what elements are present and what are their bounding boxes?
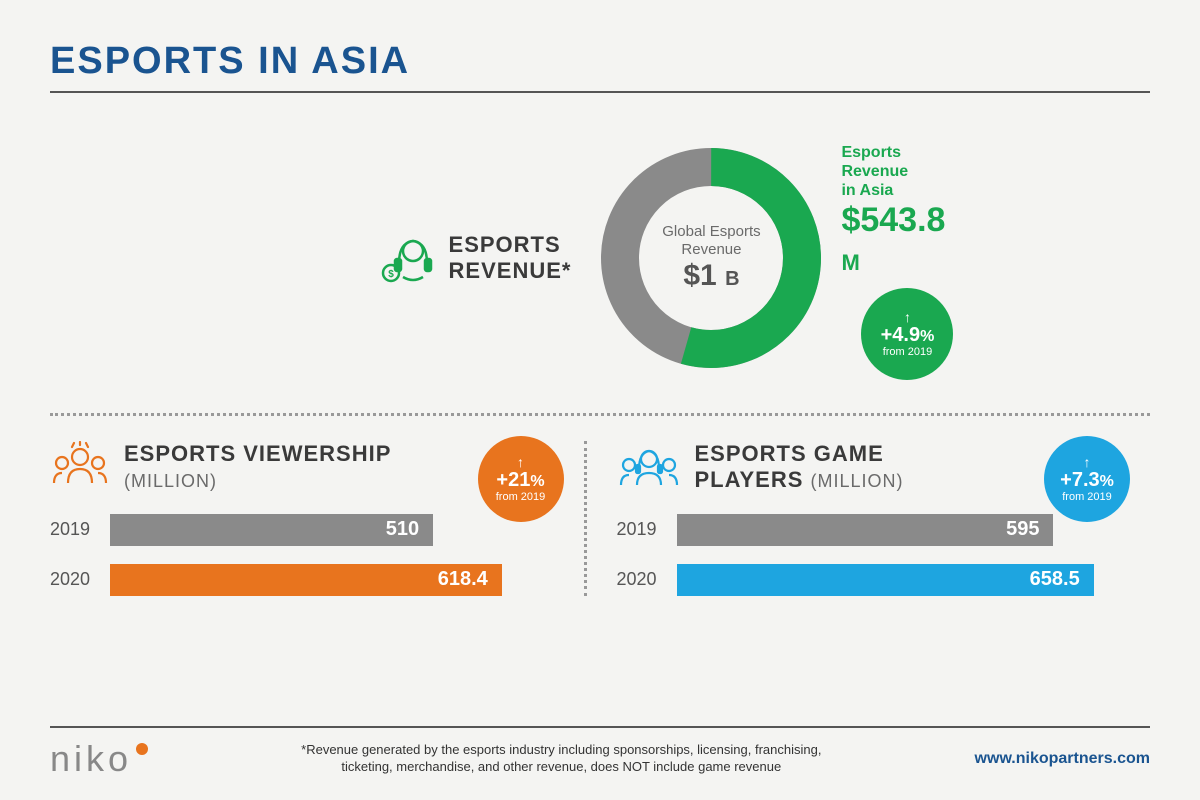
bar-year: 2019 — [617, 519, 665, 540]
players-growth-from: from 2019 — [1062, 491, 1112, 503]
bar-fill: 658.5 — [677, 564, 1094, 596]
svg-text:$: $ — [388, 269, 394, 280]
players-growth-pct: +7.3 — [1060, 469, 1099, 491]
bar-row: 2020 618.4 — [50, 564, 554, 596]
players-headset-icon — [617, 441, 681, 491]
audience-icon — [50, 441, 110, 491]
footer-url[interactable]: www.nikopartners.com — [975, 750, 1150, 768]
players-panel: ESPORTS GAME PLAYERS (MILLION) ↑ +7.3% f… — [584, 441, 1151, 596]
donut-center-value: $1 B — [662, 259, 760, 293]
bar-track: 618.4 — [110, 564, 554, 596]
players-bars: 2019 595 2020 658.5 — [617, 514, 1121, 596]
players-growth-unit: % — [1100, 473, 1114, 490]
players-label-line1: ESPORTS GAME — [695, 441, 884, 466]
viewership-label-text: ESPORTS VIEWERSHIP — [124, 441, 391, 466]
asia-revenue-value: $543.8 M — [841, 201, 945, 279]
horizontal-divider — [50, 413, 1150, 416]
title-underline — [50, 91, 1150, 93]
players-growth-badge: ↑ +7.3% from 2019 — [1044, 436, 1130, 522]
bar-track: 510 — [110, 514, 554, 546]
revenue-growth-badge: ↑ +4.9% from 2019 — [861, 288, 953, 380]
bar-row: 2019 595 — [617, 514, 1121, 546]
page-title: ESPORTS IN ASIA — [50, 40, 1150, 83]
bar-row: 2020 658.5 — [617, 564, 1121, 596]
revenue-label-line2: REVENUE* — [449, 258, 572, 284]
bottom-row: ESPORTS VIEWERSHIP (MILLION) ↑ +21% from… — [50, 441, 1150, 596]
viewership-growth-unit: % — [530, 473, 544, 490]
revenue-label: ESPORTS REVENUE* — [449, 232, 572, 285]
players-label-unit: (MILLION) — [811, 471, 904, 491]
arrow-up-icon: ↑ — [517, 455, 524, 469]
viewership-label: ESPORTS VIEWERSHIP (MILLION) — [124, 441, 391, 494]
bar-row: 2019 510 — [50, 514, 554, 546]
arrow-up-icon: ↑ — [904, 310, 911, 324]
donut-center: Global EsportsRevenue $1 B — [662, 223, 760, 293]
bar-fill: 618.4 — [110, 564, 502, 596]
donut-center-label: Global EsportsRevenue — [662, 223, 760, 259]
niko-logo: niko — [50, 738, 148, 780]
asia-revenue-label: Esports Revenuein Asia — [841, 143, 945, 201]
players-label: ESPORTS GAME PLAYERS (MILLION) — [695, 441, 904, 494]
revenue-growth-from: from 2019 — [883, 346, 933, 358]
bar-track: 595 — [677, 514, 1121, 546]
viewership-label-unit: (MILLION) — [124, 471, 217, 491]
bar-year: 2020 — [617, 569, 665, 590]
bar-track: 658.5 — [677, 564, 1121, 596]
footer: niko *Revenue generated by the esports i… — [50, 726, 1150, 780]
viewership-growth-pct: +21 — [496, 469, 530, 491]
revenue-label-line1: ESPORTS — [449, 232, 572, 258]
players-label-line2: PLAYERS — [695, 467, 804, 492]
revenue-growth-unit: % — [920, 328, 934, 345]
bar-year: 2019 — [50, 519, 98, 540]
revenue-label-group: $ ESPORTS REVENUE* — [379, 229, 572, 287]
bar-year: 2020 — [50, 569, 98, 590]
viewership-growth-from: from 2019 — [496, 491, 546, 503]
logo-dot-icon — [136, 743, 148, 755]
bar-fill: 510 — [110, 514, 433, 546]
viewership-panel: ESPORTS VIEWERSHIP (MILLION) ↑ +21% from… — [50, 441, 584, 596]
footnote: *Revenue generated by the esports indust… — [168, 742, 955, 776]
revenue-section: $ ESPORTS REVENUE* Global EsportsRevenue… — [50, 123, 1150, 393]
asia-revenue-callout: Esports Revenuein Asia $543.8 M — [841, 143, 945, 279]
bar-fill: 595 — [677, 514, 1054, 546]
arrow-up-icon: ↑ — [1084, 455, 1091, 469]
viewership-bars: 2019 510 2020 618.4 — [50, 514, 554, 596]
viewership-growth-badge: ↑ +21% from 2019 — [478, 436, 564, 522]
revenue-donut: Global EsportsRevenue $1 B Esports Reven… — [601, 148, 821, 368]
revenue-growth-pct: +4.9 — [881, 324, 920, 346]
headset-dollar-icon: $ — [379, 229, 437, 287]
